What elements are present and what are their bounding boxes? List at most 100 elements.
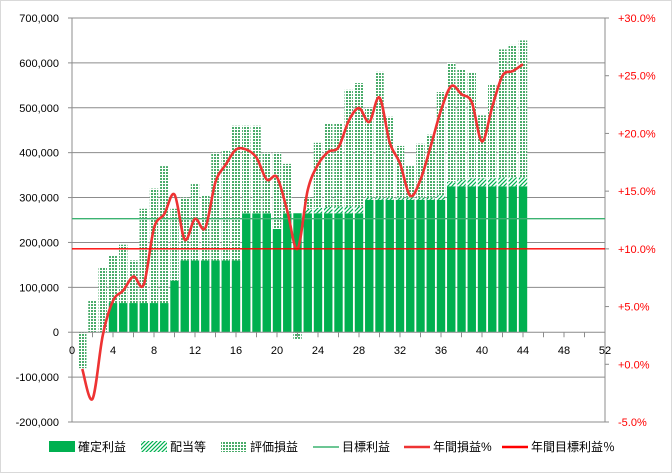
bar-1-20 — [272, 228, 282, 333]
axes — [68, 17, 609, 423]
legend-item-1: 確定利益 — [49, 439, 126, 454]
bar-1-26 — [334, 213, 343, 333]
bar-2-39 — [467, 178, 476, 187]
bar-1-12 — [190, 260, 200, 333]
bar-3-6 — [129, 260, 138, 304]
bar-1-10 — [170, 280, 179, 333]
bar-1-34 — [416, 199, 425, 333]
bar-1-30 — [375, 199, 384, 333]
bar-3-12 — [190, 184, 200, 261]
y-tick-label-left-2: 0 — [53, 327, 59, 339]
legend-swatch-1 — [49, 441, 75, 452]
bar-3-43 — [508, 44, 517, 178]
bar-3-9 — [160, 166, 169, 304]
bar-2-31 — [385, 197, 394, 200]
x-tick-label-0: 0 — [69, 345, 75, 357]
bar-2-23 — [303, 208, 312, 214]
y-tick-label-left-3: 100,000 — [19, 282, 59, 294]
bar-3-42 — [498, 49, 507, 178]
bar-3-4 — [108, 255, 118, 304]
legend-swatch-2 — [141, 441, 167, 452]
bar-1-39 — [467, 186, 476, 333]
bar-1-23 — [303, 213, 312, 333]
y-tick-label-left-8: 600,000 — [19, 58, 59, 70]
legend-swatch-3 — [221, 441, 247, 452]
x-tick-label-12: 48 — [558, 345, 570, 357]
y-tick-label-right-0: -5.0% — [618, 417, 647, 429]
legend-item-6: 年間目標利益％ — [502, 440, 615, 454]
bar-3-38 — [457, 69, 466, 180]
bar-1-37 — [447, 186, 456, 333]
y-tick-label-left-5: 300,000 — [19, 193, 59, 205]
x-tick-label-6: 24 — [312, 345, 324, 357]
bar-3-35 — [426, 134, 435, 198]
bar-2-33 — [406, 197, 415, 200]
bar-2-44 — [518, 177, 528, 187]
line-series — [72, 63, 605, 401]
legend-label-2: 配当等 — [170, 440, 206, 454]
bar-2-43 — [508, 177, 517, 187]
bar-3-33 — [406, 166, 415, 198]
bar-3-41 — [488, 83, 497, 179]
bar-3-30 — [375, 71, 384, 198]
x-tick-label-3: 12 — [189, 345, 201, 357]
bar-3-14 — [211, 152, 220, 261]
x-tick-label-1: 4 — [110, 345, 116, 357]
y-tick-label-left-4: 200,000 — [19, 237, 59, 249]
bar-1-21 — [283, 213, 292, 333]
bar-3-5 — [119, 244, 128, 304]
bar-1-36 — [436, 199, 446, 333]
bar-2-34 — [416, 197, 425, 200]
tick-labels: -200,000-100,0000100,000200,000300,00040… — [16, 13, 656, 429]
bar-1-19 — [262, 213, 271, 333]
bar-3-1 — [78, 332, 87, 369]
legend-label-5: 年間損益% — [433, 439, 492, 454]
bar-1-7 — [139, 303, 148, 333]
bar-3-17 — [242, 125, 251, 214]
y-tick-label-left-6: 400,000 — [19, 148, 59, 160]
bar-2-26 — [334, 206, 343, 214]
bar-1-14 — [211, 260, 220, 333]
bar-1-43 — [508, 186, 517, 333]
bar-3-37 — [447, 62, 456, 182]
bar-3-40 — [477, 115, 487, 179]
bar-1-27 — [344, 213, 353, 333]
bar-3-21 — [283, 163, 292, 214]
bar-2-42 — [498, 177, 507, 187]
bar-3-28 — [354, 83, 364, 207]
bar-2-40 — [477, 178, 487, 187]
bar-2-41 — [488, 178, 497, 187]
bar-3-36 — [436, 92, 446, 196]
y-tick-label-right-3: +10.0% — [618, 244, 656, 256]
bar-3-10 — [170, 208, 179, 281]
bar-series — [78, 40, 528, 369]
bar-1-31 — [385, 199, 394, 333]
bar-3-19 — [262, 152, 271, 214]
legend-label-4: 目標利益 — [342, 440, 390, 454]
y-tick-label-right-2: +5.0% — [618, 302, 650, 314]
bar-3-23 — [303, 197, 312, 209]
legend-item-4: 目標利益 — [313, 440, 390, 454]
bar-1-42 — [498, 186, 507, 333]
bar-1-29 — [365, 199, 374, 333]
bar-3-39 — [467, 72, 476, 179]
x-tick-label-8: 32 — [394, 345, 406, 357]
y-tick-label-right-1: +0.0% — [618, 359, 650, 371]
bar-2-37 — [447, 181, 456, 187]
bar-1-13 — [201, 260, 210, 333]
x-tick-label-2: 8 — [151, 345, 157, 357]
bar-3-26 — [334, 123, 343, 207]
legend-label-6: 年間目標利益％ — [531, 440, 615, 454]
bar-1-16 — [231, 260, 241, 333]
bar-3-27 — [344, 89, 353, 207]
bar-1-17 — [242, 213, 251, 333]
bar-3-2 — [88, 300, 97, 333]
bar-2-28 — [354, 206, 364, 214]
y-tick-label-left-1: -100,000 — [16, 372, 59, 384]
series-5-line — [80, 63, 524, 401]
bar-2-25 — [324, 206, 333, 214]
bar-2-29 — [365, 197, 374, 200]
bar-3-15 — [221, 150, 230, 261]
y-tick-label-right-5: +20.0% — [618, 128, 656, 140]
